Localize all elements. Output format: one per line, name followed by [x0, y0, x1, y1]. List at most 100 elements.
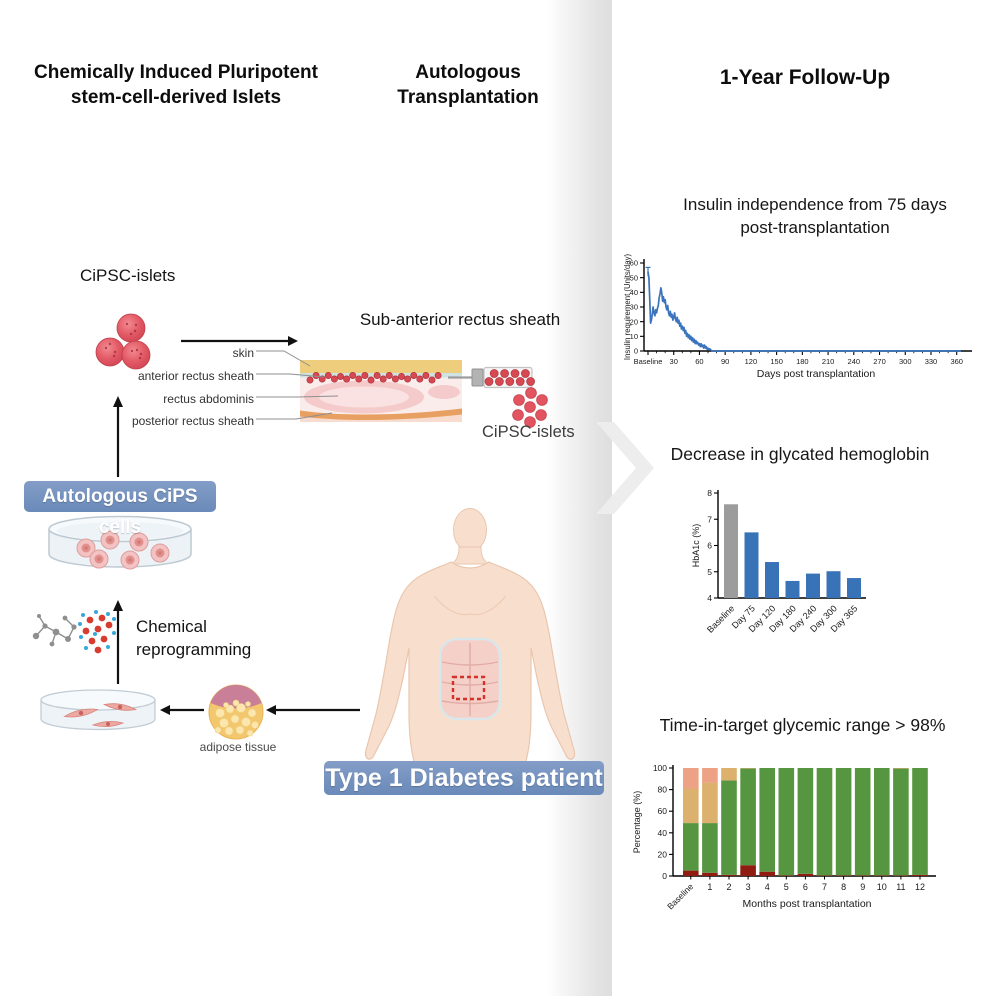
svg-text:Percentage (%): Percentage (%) [632, 791, 642, 854]
anatomy-label-rectus-abdominis: rectus abdominis [163, 392, 254, 406]
chemical-line2: reprogramming [136, 640, 252, 660]
svg-text:4: 4 [765, 882, 770, 892]
abdominal-muscles [438, 637, 502, 721]
right-section-title: 1-Year Follow-Up [719, 66, 891, 89]
needle-hub [471, 368, 484, 387]
svg-text:1: 1 [707, 882, 712, 892]
svg-text:150: 150 [770, 357, 783, 366]
svg-text:Baseline: Baseline [705, 603, 736, 634]
svg-text:40: 40 [658, 828, 668, 838]
neck [450, 546, 490, 565]
cipsc-islets-label-left: CiPSC-islets [80, 266, 176, 285]
svg-text:60: 60 [695, 357, 703, 366]
svg-text:Months post transplantation: Months post transplantation [743, 898, 872, 910]
insulin-chart-title-line1: Insulin independence from 75 days [683, 195, 947, 214]
mid-title-line2: Transplantation [397, 87, 539, 109]
svg-text:20: 20 [658, 849, 668, 859]
petri-dish-cips-cells [48, 515, 192, 570]
middle-section-title: Autologous Transplantation [348, 60, 588, 110]
insulin-chart-title-line2: post-transplantation [740, 217, 890, 237]
patient-body-illustration [364, 508, 576, 791]
head [453, 508, 487, 552]
svg-text:270: 270 [873, 357, 886, 366]
svg-text:8: 8 [841, 882, 846, 892]
chemical-reprogramming-label: Chemical reprogramming [136, 615, 251, 662]
petri-dish-fibroblasts [40, 689, 156, 731]
svg-text:4: 4 [707, 593, 712, 603]
svg-text:11: 11 [896, 882, 905, 892]
svg-text:7: 7 [707, 514, 712, 524]
svg-text:30: 30 [630, 303, 638, 312]
tube-islets [484, 369, 535, 386]
svg-text:10: 10 [630, 332, 638, 341]
chemical-line1: Chemical [136, 617, 207, 636]
svg-text:80: 80 [658, 785, 668, 795]
cipsc-islet-cluster [512, 387, 548, 428]
svg-text:5: 5 [784, 882, 789, 892]
svg-text:30: 30 [670, 357, 678, 366]
chest-lines [433, 595, 507, 616]
svg-text:2: 2 [726, 882, 731, 892]
anatomy-label-posterior-rectus-sheath: posterior rectus sheath [131, 414, 254, 428]
svg-text:5: 5 [707, 567, 712, 577]
svg-text:40: 40 [630, 288, 638, 297]
mid-title-line1: Autologous [415, 62, 521, 83]
anterior-sheath-layer [300, 373, 462, 378]
hba1c-chart-title: Decrease in glycated hemoglobin [670, 444, 930, 464]
type1-diabetes-patient-box: Type 1 Diabetes patient [324, 761, 604, 795]
svg-text:100: 100 [653, 763, 667, 773]
small-molecules-icon [32, 610, 116, 654]
insulin-chart: 0 10 20 30 40 50 60 Baseline 30 60 90 120 150 180 210 2… [623, 254, 972, 380]
svg-text:Baseline: Baseline [634, 357, 663, 366]
islet-cells [95, 313, 151, 370]
skin-fat-layer [300, 360, 462, 373]
svg-text:6: 6 [707, 541, 712, 551]
svg-text:7: 7 [822, 882, 827, 892]
svg-text:8: 8 [707, 488, 712, 498]
left-title-line1: Chemically Induced Pluripotent [34, 62, 318, 83]
tir-chart-title: Time-in-target glycemic range > 98% [659, 715, 946, 735]
cipsc-islets-label-mid: CiPSC-islets [482, 423, 575, 441]
rectus-sheath-cross-section [300, 360, 535, 422]
svg-text:60: 60 [658, 806, 668, 816]
svg-text:12: 12 [915, 882, 925, 892]
svg-text:Days post transplantation: Days post transplantation [757, 368, 876, 380]
anatomy-label-anterior-rectus-sheath: anterior rectus sheath [137, 369, 254, 383]
cipsc-islets-illustration [95, 313, 151, 370]
svg-text:240: 240 [848, 357, 861, 366]
left-title-line2: stem-cell-derived Islets [70, 87, 282, 109]
adipose-bubbles [214, 699, 259, 737]
anatomy-label-skin: skin [232, 346, 254, 360]
transplant-site-marker [451, 675, 486, 701]
left-section-title: Chemically Induced Pluripotent stem-cell… [8, 60, 344, 110]
svg-text:330: 330 [925, 357, 938, 366]
adipose-tissue-label: adipose tissue [199, 740, 277, 754]
svg-text:0: 0 [662, 871, 667, 881]
svg-text:9: 9 [860, 882, 865, 892]
svg-text:50: 50 [630, 273, 638, 282]
section-divider-band [546, 0, 612, 996]
posterior-sheath-layer [300, 408, 462, 421]
svg-text:Baseline: Baseline [665, 881, 695, 911]
svg-text:90: 90 [721, 357, 729, 366]
round-cells [76, 530, 170, 570]
sub-anterior-rectus-sheath-label: Sub-anterior rectus sheath [359, 310, 561, 329]
spindle-cells [63, 703, 138, 727]
svg-text:Insulin requirement (Units/day: Insulin requirement (Units/day) [623, 254, 632, 361]
svg-text:10: 10 [877, 882, 887, 892]
svg-text:0: 0 [634, 347, 638, 356]
red-blue-molecule [78, 610, 116, 654]
svg-text:3: 3 [746, 882, 751, 892]
svg-text:210: 210 [822, 357, 835, 366]
adipose-tissue-icon [208, 684, 264, 740]
svg-text:20: 20 [630, 317, 638, 326]
flow-chevron-arrow [596, 422, 654, 514]
autologous-cips-cells-box: Autologous CiPS cells [24, 481, 216, 538]
svg-text:60: 60 [630, 259, 638, 268]
svg-text:6: 6 [803, 882, 808, 892]
svg-text:360: 360 [950, 357, 963, 366]
svg-text:HbA1c (%): HbA1c (%) [691, 524, 701, 568]
